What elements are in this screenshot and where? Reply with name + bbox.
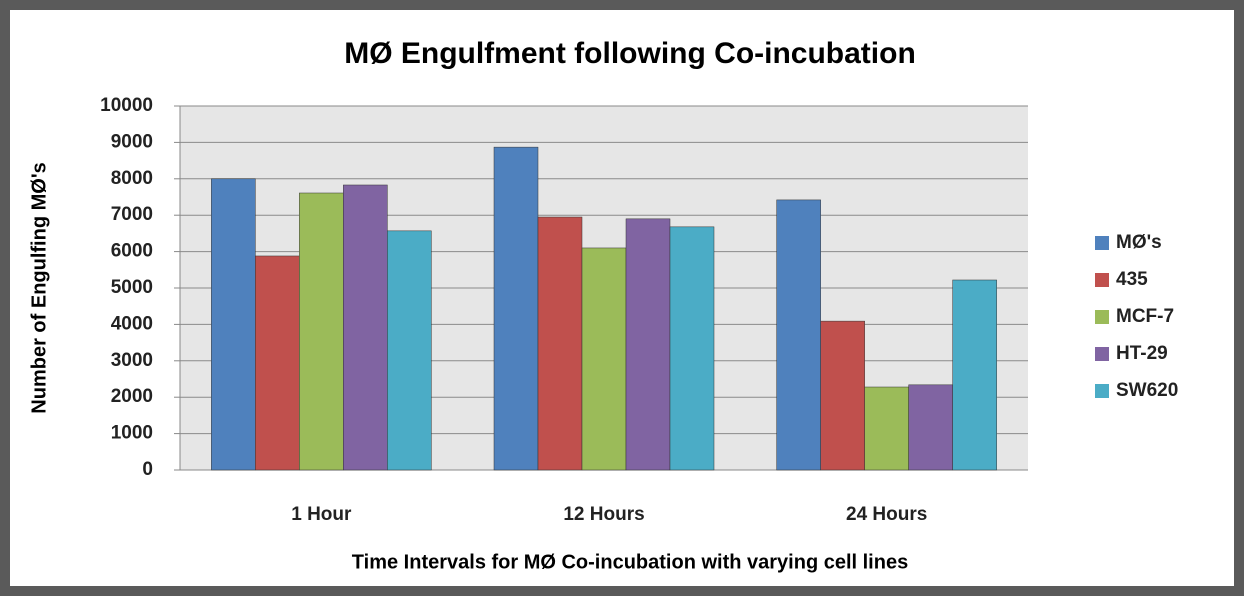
legend-label: 435 [1116,269,1148,290]
legend-swatch [1095,347,1109,361]
bar [493,146,539,471]
bar [669,226,715,471]
y-tick-label: 4000 [111,313,153,334]
x-axis-label: Time Intervals for MØ Co-incubation with… [352,551,908,573]
x-tick-label: 1 Hour [291,504,352,525]
chart-title: MØ Engulfment following Co-incubation [344,37,916,70]
bar [255,255,300,471]
legend-swatch [1095,310,1109,324]
bar [299,192,344,471]
legend-swatch [1095,236,1109,250]
y-tick-label: 0 [142,459,153,480]
bar [908,384,953,471]
legend-swatch [1095,384,1109,398]
bar [820,320,865,471]
legend-label: MCF-7 [1116,306,1174,327]
y-tick-label: 1000 [111,423,153,444]
y-axis-label: Number of Engulfing MØ's [28,162,50,413]
bar [952,279,997,471]
bar [864,386,909,471]
y-tick-label: 10000 [100,95,153,116]
y-tick-label: 6000 [111,241,153,262]
y-tick-label: 5000 [111,277,153,298]
legend-label: MØ's [1116,232,1162,253]
legend-label: HT-29 [1116,343,1168,364]
bar [625,218,671,471]
bar [211,178,256,471]
y-tick-label: 3000 [111,350,153,371]
x-tick-label: 12 Hours [563,504,644,525]
y-tick-label: 9000 [111,131,153,152]
y-tick-label: 2000 [111,386,153,407]
bar [387,230,432,471]
bar [343,184,388,471]
bar [581,247,627,471]
x-tick-label: 24 Hours [846,504,927,525]
y-tick-label: 8000 [111,168,153,189]
legend-label: SW620 [1116,380,1178,401]
y-tick-label: 7000 [111,204,153,225]
bar [776,199,821,471]
legend-swatch [1095,273,1109,287]
bar [537,216,583,471]
